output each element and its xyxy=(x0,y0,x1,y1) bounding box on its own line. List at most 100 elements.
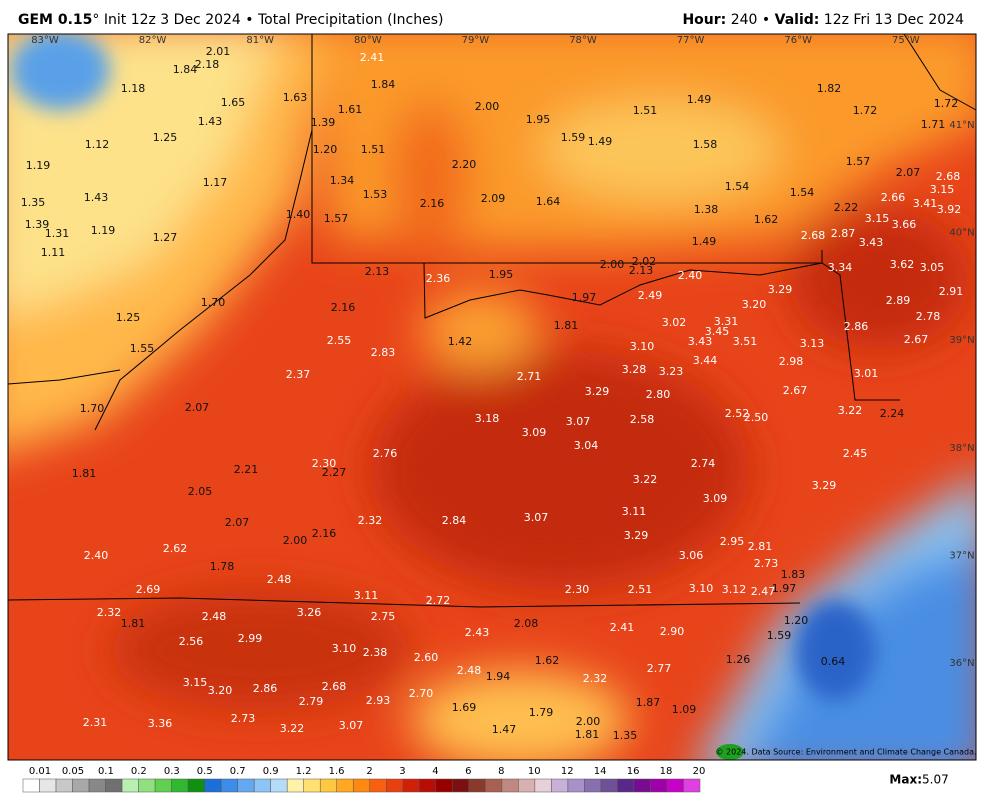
precip-label: 1.25 xyxy=(153,131,178,144)
precip-label: 2.02 xyxy=(632,255,657,268)
precip-label: 3.12 xyxy=(722,583,747,596)
precip-label: 2.90 xyxy=(660,625,685,638)
valid-label: Valid: xyxy=(774,12,820,28)
lon-label: 76°W xyxy=(784,35,812,46)
precip-label: 3.18 xyxy=(475,412,500,425)
precip-label: 1.25 xyxy=(116,311,141,324)
lon-label: 78°W xyxy=(569,35,597,46)
colorbar-swatch xyxy=(452,778,470,793)
colorbar-label: 20 xyxy=(693,766,706,777)
precip-label: 1.19 xyxy=(91,224,116,237)
colorbar-label: 14 xyxy=(594,766,607,777)
colorbar-swatch xyxy=(171,778,189,793)
precip-label: 3.15 xyxy=(183,676,208,689)
precip-label: 1.72 xyxy=(853,104,878,117)
precip-label: 1.81 xyxy=(575,728,600,741)
state-border xyxy=(903,33,977,111)
precip-label: 2.24 xyxy=(880,407,905,420)
precip-label: 3.22 xyxy=(633,473,658,486)
precip-label: 3.13 xyxy=(800,337,825,350)
precip-label: 1.20 xyxy=(784,614,809,627)
precip-label: 1.11 xyxy=(41,246,66,259)
colorbar-swatch xyxy=(270,778,288,793)
precip-label: 1.62 xyxy=(754,213,779,226)
precip-label: 1.43 xyxy=(84,191,109,204)
precip-label: 3.09 xyxy=(522,426,547,439)
precip-label: 2.80 xyxy=(646,388,671,401)
precip-label: 3.28 xyxy=(622,363,647,376)
precip-label: 3.07 xyxy=(524,511,549,524)
precip-label: 2.83 xyxy=(371,346,396,359)
precip-label: 1.47 xyxy=(492,723,517,736)
colorbar-swatch xyxy=(220,778,238,793)
precip-label: 1.59 xyxy=(767,629,792,642)
precip-label: 1.83 xyxy=(781,568,806,581)
colorbar-label: 4 xyxy=(432,766,438,777)
precip-label: 2.68 xyxy=(801,229,826,242)
precip-label: 2.30 xyxy=(312,457,337,470)
state-border xyxy=(311,34,823,264)
precip-label: 1.63 xyxy=(283,91,308,104)
precip-label: 2.68 xyxy=(322,680,347,693)
state-border xyxy=(7,597,801,608)
colorbar-label: 0.05 xyxy=(62,766,84,777)
colorbar-label: 0.2 xyxy=(131,766,147,777)
precip-label: 3.23 xyxy=(659,365,684,378)
run-info: Init 12z 3 Dec 2024 • Total Precipitatio… xyxy=(99,12,444,28)
precip-label: 3.29 xyxy=(812,479,837,492)
borders xyxy=(7,33,977,608)
max-value: 5.07 xyxy=(922,773,949,787)
colorbar-swatch xyxy=(419,778,437,793)
colorbar-swatch xyxy=(633,778,651,793)
precip-label: 2.73 xyxy=(231,712,256,725)
precip-label: 1.42 xyxy=(448,335,473,348)
precip-label: 2.41 xyxy=(360,51,385,64)
state-border xyxy=(94,129,313,431)
precip-label: 3.29 xyxy=(624,529,649,542)
precip-label: 2.58 xyxy=(630,413,655,426)
precip-label: 2.13 xyxy=(365,265,390,278)
precip-label: 2.00 xyxy=(475,100,500,113)
precip-label: 1.51 xyxy=(361,143,386,156)
colorbar-swatch xyxy=(105,778,123,793)
precip-label: 1.43 xyxy=(198,115,223,128)
lat-label: 37°N xyxy=(949,550,974,561)
precip-label: 3.31 xyxy=(714,315,739,328)
precip-label: 2.48 xyxy=(202,610,227,623)
lon-label: 83°W xyxy=(31,35,59,46)
precip-label: 2.32 xyxy=(583,672,608,685)
precip-label: 1.65 xyxy=(221,96,246,109)
colorbar-label: 3 xyxy=(399,766,405,777)
max-label: Max: xyxy=(889,773,922,787)
precip-label: 2.73 xyxy=(754,557,779,570)
precip-label: 1.31 xyxy=(45,227,70,240)
precip-label: 3.45 xyxy=(705,325,730,338)
colorbar-label: 2 xyxy=(366,766,372,777)
colorbar-swatch xyxy=(617,778,635,793)
colorbar-swatch xyxy=(88,778,106,793)
precip-label: 2.00 xyxy=(283,534,308,547)
precip-label: 2.71 xyxy=(517,370,542,383)
precip-label: 2.84 xyxy=(442,514,467,527)
colorbar-swatch xyxy=(567,778,585,793)
precip-label: 3.44 xyxy=(693,354,718,367)
valid: 12z Fri 13 Dec 2024 xyxy=(819,12,964,28)
precip-label: 1.71 xyxy=(921,118,946,131)
colorbar-swatch xyxy=(286,778,304,793)
precip-label: 2.67 xyxy=(783,384,808,397)
precip-label: 2.18 xyxy=(195,58,220,71)
colorbar-label: 0.01 xyxy=(29,766,51,777)
precip-label: 1.78 xyxy=(210,560,235,573)
colorbar-swatch xyxy=(551,778,569,793)
precip-label: 1.35 xyxy=(21,196,46,209)
precip-label: 2.50 xyxy=(744,411,769,424)
colorbar-swatch xyxy=(683,778,701,793)
precip-label: 3.15 xyxy=(865,212,890,225)
precip-label: 3.06 xyxy=(679,549,704,562)
precip-label: 1.17 xyxy=(203,176,228,189)
header-left: GEM 0.15° Init 12z 3 Dec 2024 • Total Pr… xyxy=(18,12,444,28)
precip-field xyxy=(8,34,976,760)
precip-label: 3.36 xyxy=(148,717,173,730)
precip-label: 2.78 xyxy=(916,310,941,323)
